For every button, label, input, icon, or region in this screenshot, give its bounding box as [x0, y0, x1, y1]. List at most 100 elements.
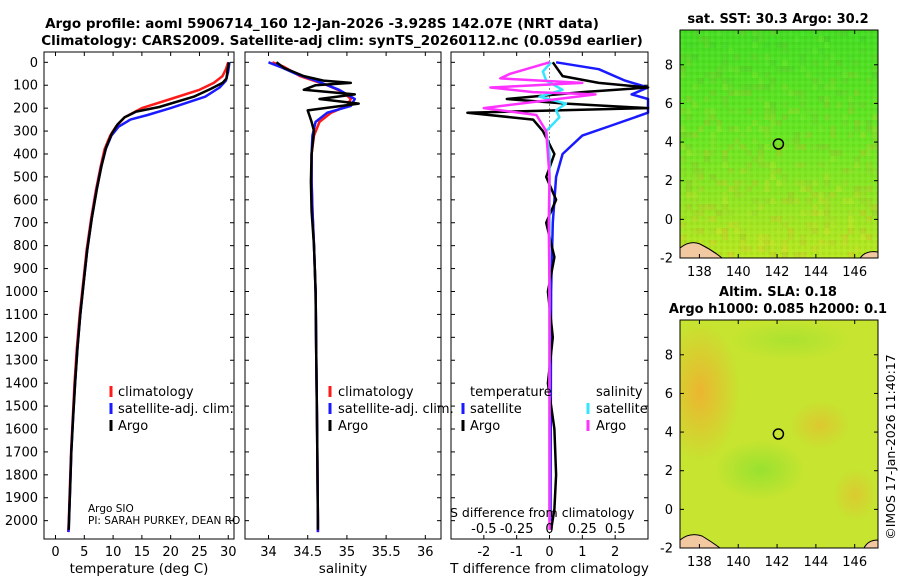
sst-map-frame — [679, 29, 879, 259]
map-y-tick-label: 2 — [665, 464, 673, 479]
legend-label-argo: Argo — [118, 419, 148, 434]
figure-title-line1: Argo profile: aoml 5906714_160 12-Jan-20… — [45, 16, 599, 32]
sst-land-patch — [859, 251, 878, 258]
s-difference-tick-label: -0.25 — [500, 522, 534, 537]
x-tick-label: 1 — [578, 545, 586, 560]
sla-low-anomaly — [715, 440, 805, 500]
axes-frame — [244, 51, 442, 540]
figure-title-line2: Climatology: CARS2009. Satellite-adj cli… — [41, 33, 643, 49]
difference-legend: temperature satellite Argo salinity sate… — [461, 385, 648, 434]
sst-map: sat. SST: 30.3 Argo: 30.2 138 140 142 144 14… — [660, 12, 879, 280]
map-x-tick-label: 138 — [687, 265, 712, 280]
map-y-tick-label: 8 — [665, 348, 673, 363]
legend-label-climatology: climatology — [118, 385, 194, 400]
map-y-tick-label: -2 — [660, 252, 673, 267]
map-y-tick-label: 2 — [665, 174, 673, 189]
map-x-tick-label: 146 — [842, 265, 867, 280]
y-tick-label: 1100 — [5, 308, 38, 323]
x-tick-label: 34.5 — [293, 545, 322, 560]
y-tick-label: 1700 — [5, 445, 38, 460]
x-tick-label: 34 — [260, 545, 277, 560]
legend-label-t-satellite: satellite — [470, 402, 522, 417]
sla-high-anomaly — [790, 401, 850, 449]
legend-label-t-argo: Argo — [470, 419, 500, 434]
map-x-tick-label: 140 — [726, 265, 751, 280]
panel-salinity: 34 34.5 35 35.5 36 salinity — [244, 51, 442, 577]
plot-area — [245, 52, 441, 539]
s-difference-label: S difference from climatology — [450, 505, 635, 520]
map-y-tick-label: 4 — [665, 136, 673, 151]
sla-map-title-line2: Argo h1000: 0.085 h2000: 0.1 — [669, 302, 887, 317]
map-x-tick-label: 142 — [765, 265, 790, 280]
y-tick-label: 200 — [13, 102, 38, 117]
y-tick-label: 1000 — [5, 285, 38, 300]
x-tick-label: 35 — [339, 545, 356, 560]
map-y-tick-label: 0 — [665, 213, 673, 228]
x-tick-label: 25 — [191, 545, 208, 560]
map-y-tick-label: 4 — [665, 426, 673, 441]
y-tick-label: 1400 — [5, 377, 38, 392]
sla-land-patch — [863, 539, 878, 548]
s-difference-tick-label: 0.5 — [605, 522, 626, 537]
x-tick-label: -2 — [477, 545, 490, 560]
legend-label-satellite-adj: satellite-adj. clim. — [338, 402, 454, 417]
axes-frame — [43, 51, 235, 540]
sla-land-patch — [680, 534, 721, 548]
sla-argo-position-marker — [772, 428, 785, 440]
map-y-tick-label: -2 — [660, 542, 673, 557]
imos-timestamp: ©IMOS 17-Jan-2026 11:40:17 — [883, 354, 898, 540]
legend-title-temperature: temperature — [470, 385, 552, 400]
x-axis-label: salinity — [319, 561, 367, 577]
y-tick-label: 800 — [13, 239, 38, 254]
sla-map-frame — [679, 319, 879, 549]
y-tick-label: 100 — [13, 79, 38, 94]
y-tick-label: 2000 — [5, 514, 38, 529]
x-tick-label: 0 — [545, 545, 553, 560]
x-axis-label: temperature (deg C) — [70, 561, 209, 577]
y-tick-label: 400 — [13, 147, 38, 162]
y-tick-label: 700 — [13, 216, 38, 231]
sla-map-axes: 138 140 142 144 146 8 6 4 2 0 -2 — [660, 320, 878, 570]
y-tick-label: 1800 — [5, 468, 38, 483]
x-axis-label: T difference from climatology — [449, 561, 649, 577]
legend-label-argo: Argo — [338, 419, 368, 434]
credit-line1: Argo SIO — [88, 503, 134, 515]
sst-map-title: sat. SST: 30.3 Argo: 30.2 — [687, 12, 868, 27]
plot-area — [44, 52, 234, 539]
x-tick-label: 2 — [611, 545, 619, 560]
panel-difference: -2 -1 0 1 2 -0.5 -0.25 0 0.25 0.5 T difference fro… — [449, 51, 650, 577]
map-x-tick-label: 144 — [803, 265, 828, 280]
panel-temperature: 0100200300400500600700800900100011001200… — [5, 51, 237, 577]
x-tick-label: 35.5 — [372, 545, 401, 560]
sst-argo-position-marker — [772, 138, 785, 150]
legend-title-salinity: salinity — [596, 385, 643, 400]
map-x-tick-label: 144 — [803, 555, 828, 570]
x-tick-label: 10 — [105, 545, 122, 560]
y-tick-label: 1600 — [5, 422, 38, 437]
x-tick-label: 36 — [417, 545, 434, 560]
map-x-tick-label: 138 — [687, 555, 712, 570]
salinity-legend: climatology satellite-adj. clim. Argo — [328, 385, 454, 434]
x-tick-label: 0 — [51, 545, 59, 560]
sst-map-axes: 138 140 142 144 146 8 6 4 2 0 -2 — [660, 30, 878, 280]
legend-label-climatology: climatology — [338, 385, 414, 400]
y-tick-label: 1500 — [5, 400, 38, 415]
s-difference-tick-label: 0 — [545, 522, 553, 537]
credit-line2: PI: SARAH PURKEY, DEAN RO — [88, 515, 240, 527]
sla-high-anomaly — [833, 469, 877, 521]
map-x-tick-label: 140 — [726, 555, 751, 570]
series-line-argo — [67, 62, 231, 530]
profile-panels: 0100200300400500600700800900100011001200… — [5, 51, 650, 577]
y-tick-label: 0 — [30, 56, 38, 71]
x-tick-label: 20 — [162, 545, 179, 560]
x-tick-label: 15 — [134, 545, 151, 560]
x-tick-label: -1 — [510, 545, 523, 560]
s-difference-tick-label: -0.5 — [471, 522, 496, 537]
legend-label-s-satellite: satellite — [596, 402, 648, 417]
series-line-argo — [275, 61, 360, 530]
map-y-tick-label: 6 — [665, 97, 673, 112]
sla-map: Altim. SLA: 0.18 Argo h1000: 0.085 h2000… — [660, 285, 887, 570]
legend-label-s-argo: Argo — [596, 419, 626, 434]
map-y-tick-label: 8 — [665, 58, 673, 73]
